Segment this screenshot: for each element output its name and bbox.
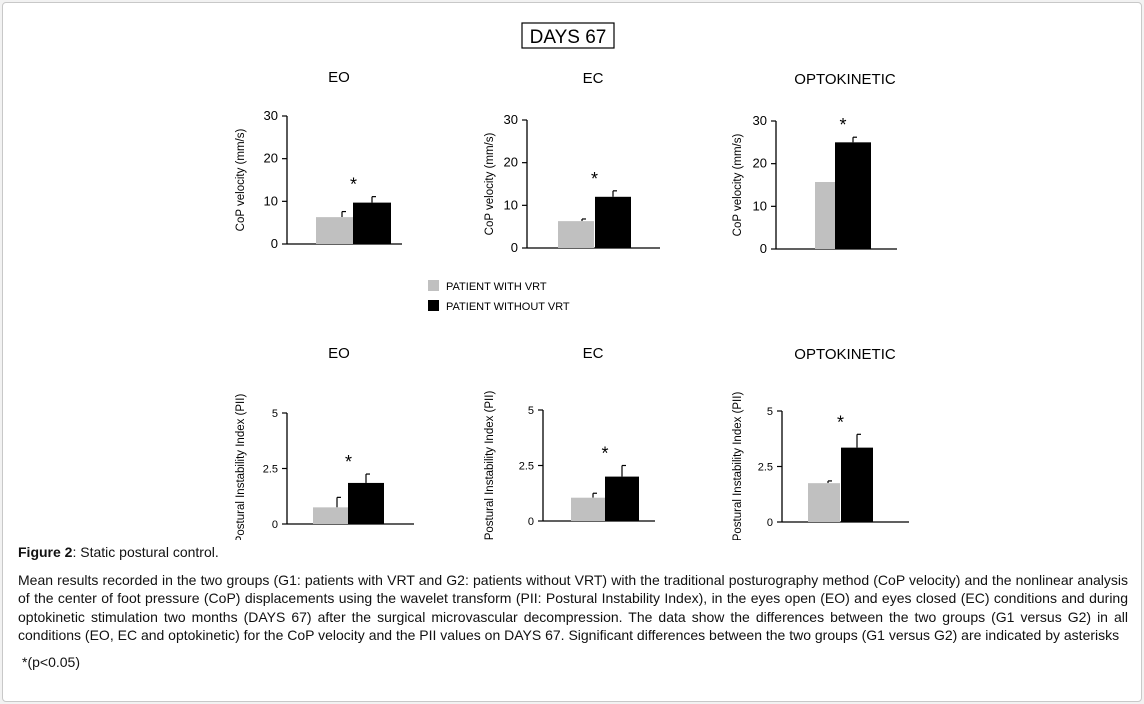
y-tick-label: 2.5 <box>758 462 773 474</box>
legend-swatch-without-vrt <box>428 300 439 311</box>
legend-swatch-with-vrt <box>428 280 439 291</box>
chart-title: EC <box>583 345 604 362</box>
y-tick-label: 30 <box>504 112 518 127</box>
significance-asterisk: * <box>601 444 608 464</box>
legend-label-without-vrt: PATIENT WITHOUT VRT <box>446 301 570 313</box>
y-tick-label: 20 <box>753 156 767 171</box>
y-tick-label: 0 <box>528 516 534 528</box>
y-tick-label: 2.5 <box>263 464 278 476</box>
bar-with-vrt <box>558 221 594 248</box>
caption-label: Figure 2 <box>18 544 73 560</box>
y-tick-label: 10 <box>504 197 518 212</box>
legend: PATIENT WITH VRT PATIENT WITHOUT VRT <box>428 280 570 313</box>
bar-without-vrt <box>841 447 873 522</box>
y-tick-label: 20 <box>504 155 518 170</box>
bar-with-vrt <box>316 217 354 244</box>
significance-asterisk: * <box>350 175 357 195</box>
y-axis-label: CoP velocity (mm/s) <box>484 133 496 236</box>
y-tick-label: 5 <box>272 408 278 420</box>
significance-asterisk: * <box>591 169 598 189</box>
chart-title: OPTOKINETIC <box>794 71 896 88</box>
chart-title: EC <box>583 70 604 87</box>
figure-caption: Figure 2: Static postural control. Mean … <box>18 543 1128 671</box>
chart-3: OPTOKINETIC CoP velocity (mm/s) 0 10 20 30 * <box>732 71 897 256</box>
bar-without-vrt <box>605 476 639 521</box>
y-tick-label: 5 <box>767 406 773 418</box>
bar-without-vrt <box>348 482 384 524</box>
bar-with-vrt <box>571 497 605 521</box>
caption-title: : Static postural control. <box>72 544 219 560</box>
y-tick-label: 10 <box>753 198 767 213</box>
header-box <box>521 22 615 49</box>
legend-label-with-vrt: PATIENT WITH VRT <box>446 281 547 293</box>
y-axis-label: CoP velocity (mm/s) <box>235 129 247 232</box>
bar-with-vrt <box>808 483 840 522</box>
bar-without-vrt <box>353 202 391 244</box>
chart-1: EO CoP velocity (mm/s) 0 10 20 30 * <box>235 69 402 251</box>
chart-title: OPTOKINETIC <box>794 346 896 363</box>
figure-canvas: DAYS 67 EO CoP velocity (mm/s) 0 10 20 30 * EC C… <box>235 22 909 540</box>
y-tick-label: 2.5 <box>519 461 534 473</box>
chart-2: EC CoP velocity (mm/s) 0 10 20 30 * <box>484 70 660 255</box>
charts-group: EO CoP velocity (mm/s) 0 10 20 30 * EC CoP veloc… <box>235 69 909 540</box>
caption-note: *(p<0.05) <box>22 653 80 670</box>
significance-asterisk: * <box>837 412 844 432</box>
y-axis-label: Postural Instability Index (PII) <box>484 391 496 540</box>
bar-with-vrt <box>313 507 349 524</box>
y-tick-label: 0 <box>271 236 278 251</box>
y-tick-label: 0 <box>511 240 518 255</box>
significance-asterisk: * <box>345 452 352 472</box>
y-tick-label: 30 <box>264 108 278 123</box>
y-tick-label: 5 <box>528 405 534 417</box>
y-tick-label: 10 <box>264 193 278 208</box>
y-tick-label: 0 <box>767 517 773 529</box>
header-title: DAYS 67 <box>530 27 607 48</box>
y-tick-label: 0 <box>760 241 767 256</box>
y-tick-label: 0 <box>272 519 278 531</box>
chart-title: EO <box>328 345 350 362</box>
y-tick-label: 30 <box>753 113 767 128</box>
chart-6: OPTOKINETIC Postural Instability Index (P… <box>732 346 909 540</box>
y-axis-label: Postural Instability Index (PII) <box>235 394 247 540</box>
y-axis-label: Postural Instability Index (PII) <box>732 392 744 540</box>
chart-title: EO <box>328 69 350 86</box>
bar-without-vrt <box>595 196 631 248</box>
chart-5: EC Postural Instability Index (PII) 0 2.5 5 * <box>484 345 655 540</box>
caption-body: Mean results recorded in the two groups … <box>18 571 1128 644</box>
significance-asterisk: * <box>839 115 846 135</box>
chart-4: EO Postural Instability Index (PII) 0 2.5 5 * <box>235 345 414 540</box>
y-axis-label: CoP velocity (mm/s) <box>732 134 744 237</box>
bar-without-vrt <box>835 142 871 249</box>
y-tick-label: 20 <box>264 151 278 166</box>
